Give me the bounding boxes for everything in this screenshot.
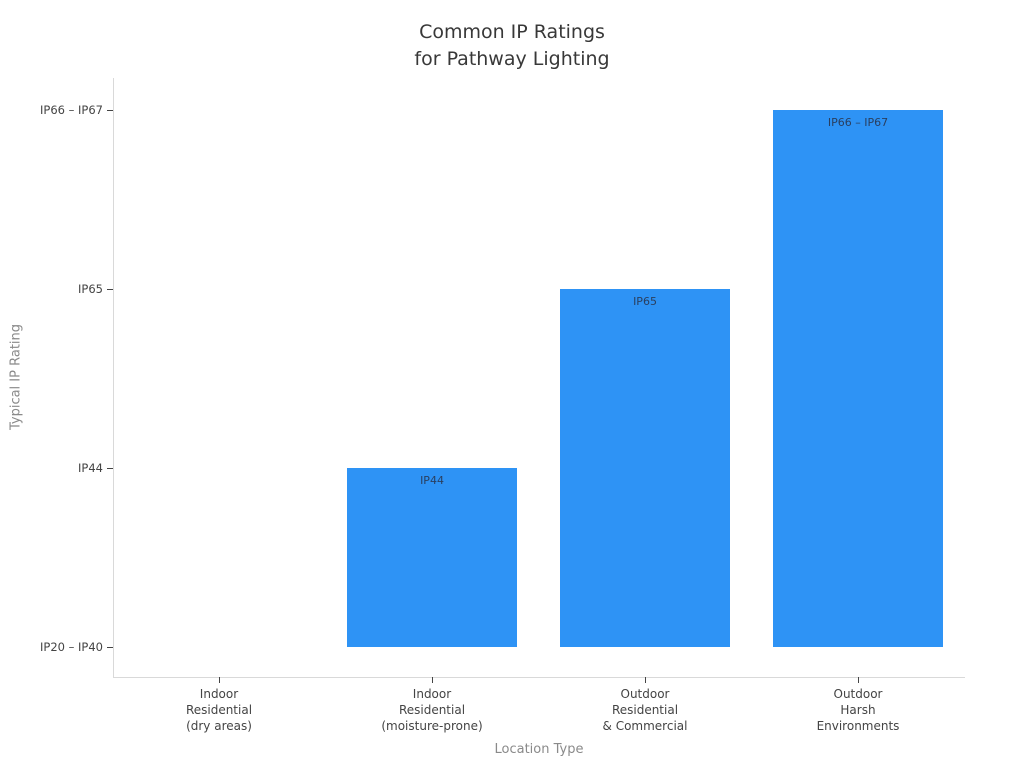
x-tick-label-line: Residential [398, 703, 466, 717]
x-tick-label-line: (moisture-prone) [381, 719, 483, 733]
x-tick-label-line: Outdoor [620, 687, 670, 701]
y-axis-line [113, 78, 114, 677]
x-tick-mark [645, 677, 646, 683]
y-tick-mark [107, 110, 113, 111]
chart-title-line2: for Pathway Lighting [414, 48, 610, 70]
x-tick-label-line: Indoor [412, 687, 452, 701]
chart-title-line1: Common IP Ratings [419, 21, 605, 43]
x-tick-mark [858, 677, 859, 683]
x-tick-label-1: Indoor Residential (moisture-prone) [326, 686, 539, 734]
x-tick-label-line: Environments [816, 719, 900, 733]
bar-value-label: IP65 [633, 295, 657, 308]
chart-title: Common IP Ratings for Pathway Lighting [0, 19, 1024, 73]
x-tick-label-line: (dry areas) [186, 719, 252, 733]
y-tick-mark [107, 468, 113, 469]
x-tick-label-line: Residential [611, 703, 679, 717]
y-tick-label-2: IP65 [78, 282, 103, 296]
x-tick-label-0: Indoor Residential (dry areas) [113, 686, 326, 734]
x-tick-label-line: Harsh [840, 703, 876, 717]
x-tick-label-3: Outdoor Harsh Environments [752, 686, 965, 734]
x-tick-mark [219, 677, 220, 683]
y-tick-mark [107, 647, 113, 648]
x-tick-label-line: & Commercial [602, 719, 688, 733]
bar-3[interactable]: IP66 – IP67 [773, 110, 943, 647]
bar-value-label: IP66 – IP67 [827, 116, 889, 129]
x-tick-label-2: Outdoor Residential & Commercial [539, 686, 752, 734]
x-tick-label-line: Indoor [199, 687, 239, 701]
y-tick-mark [107, 289, 113, 290]
x-axis-title: Location Type [494, 742, 584, 757]
y-tick-label-0: IP20 – IP40 [40, 640, 103, 654]
bar-2[interactable]: IP65 [560, 289, 730, 647]
bar-value-label: IP44 [420, 474, 444, 487]
x-tick-mark [432, 677, 433, 683]
x-axis-line [113, 677, 965, 678]
x-tick-label-line: Residential [185, 703, 253, 717]
bar-1[interactable]: IP44 [347, 468, 517, 647]
y-tick-label-3: IP66 – IP67 [40, 103, 103, 117]
y-tick-label-1: IP44 [78, 461, 103, 475]
x-tick-label-line: Outdoor [833, 687, 883, 701]
